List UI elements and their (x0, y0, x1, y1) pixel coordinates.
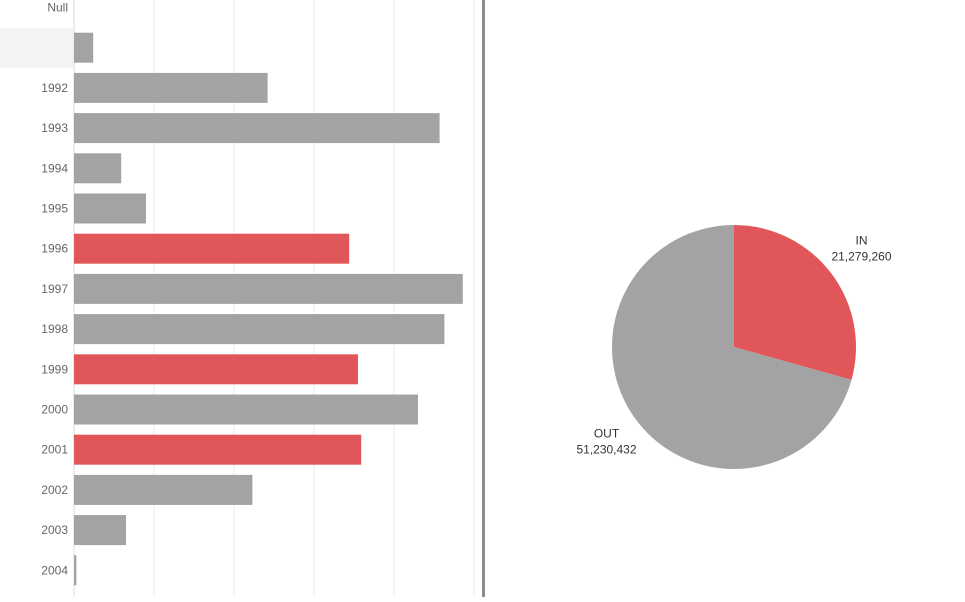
bar-2002[interactable] (74, 474, 253, 505)
bar-1991[interactable] (74, 32, 94, 63)
pie-label-name: IN (855, 233, 867, 247)
category-label: 2002 (41, 483, 68, 497)
category-label: 1994 (41, 161, 68, 175)
category-label: 1999 (41, 362, 68, 376)
category-label: 1996 (41, 242, 68, 256)
category-label: 1997 (41, 282, 68, 296)
bar-1992[interactable] (74, 72, 268, 103)
category-label: 1998 (41, 322, 68, 336)
selected-row-highlight (0, 28, 73, 68)
bar-1994[interactable] (74, 153, 122, 184)
pie-label-value: 21,279,260 (831, 249, 891, 263)
bar-2000[interactable] (74, 394, 418, 425)
category-label: 2001 (41, 443, 68, 457)
category-label: 1995 (41, 202, 68, 216)
bar-2001[interactable] (74, 434, 362, 465)
category-label: 2000 (41, 403, 68, 417)
bar-1993[interactable] (74, 113, 440, 144)
bar-1996[interactable] (74, 233, 350, 264)
category-label: 2003 (41, 523, 68, 537)
pie-slice-in[interactable] (734, 225, 856, 380)
bar-1998[interactable] (74, 314, 445, 345)
bar-2003[interactable] (74, 515, 126, 546)
pie-label-name: OUT (594, 427, 620, 441)
category-label: 1993 (41, 121, 68, 135)
bar-chart: Null199119921993199419951996199719981999… (41, 0, 475, 597)
bar-2004[interactable] (74, 555, 77, 586)
pie-label-value: 51,230,432 (576, 443, 636, 457)
bar-1997[interactable] (74, 273, 463, 304)
category-label: 1992 (41, 81, 68, 95)
category-label: Null (47, 1, 68, 15)
bar-1999[interactable] (74, 354, 358, 385)
bar-chart-panel: Null199119921993199419951996199719981999… (0, 0, 482, 597)
panel-divider[interactable] (482, 0, 485, 597)
pie-chart-panel: IN 21,279,260 OUT 51,230,432 (485, 0, 965, 597)
category-label: 2004 (41, 563, 68, 577)
bar-1995[interactable] (74, 193, 146, 224)
pie-chart: IN 21,279,260 OUT 51,230,432 (576, 225, 892, 470)
pie-slice-out[interactable] (612, 225, 852, 470)
